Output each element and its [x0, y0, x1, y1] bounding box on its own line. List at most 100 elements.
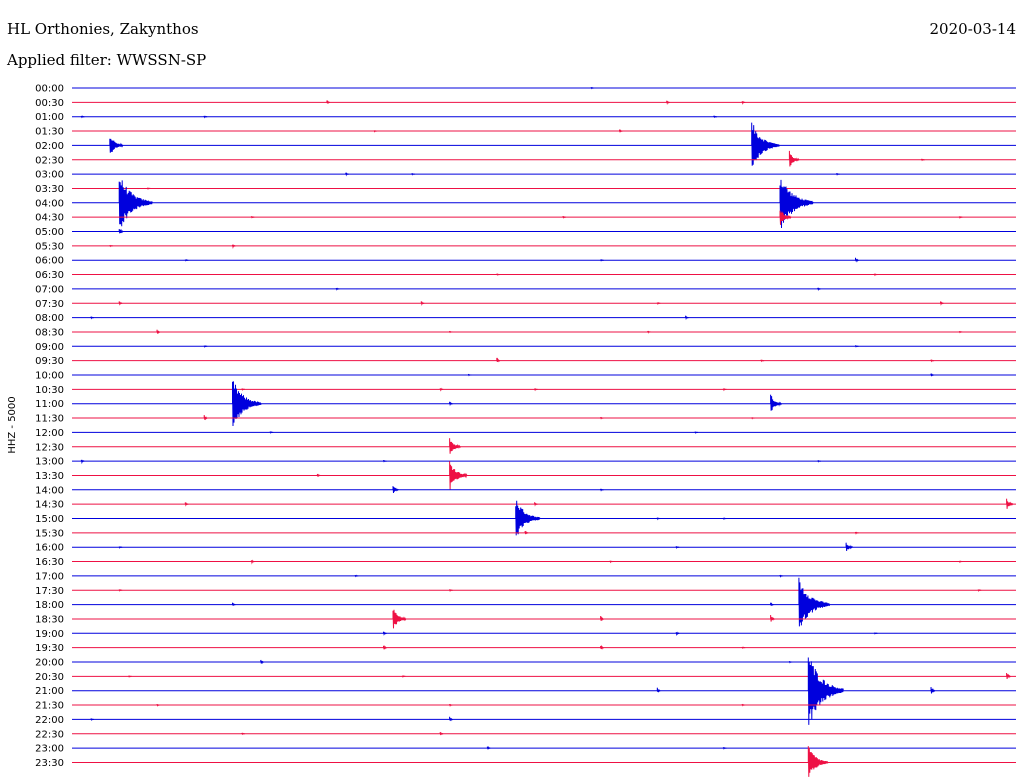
seismic-event: [958, 330, 963, 334]
seismic-event: [600, 488, 604, 492]
seismic-event: [90, 316, 94, 320]
time-tick-label: 08:00: [35, 313, 64, 324]
time-tick-label: 16:30: [35, 557, 64, 568]
seismic-event: [449, 716, 453, 722]
seismic-event: [449, 589, 453, 592]
seismic-event: [118, 228, 124, 234]
seismic-event: [439, 732, 444, 736]
seismic-event: [269, 431, 274, 434]
seismic-event: [203, 415, 208, 421]
time-tick-label: 17:30: [35, 586, 64, 597]
seismic-event: [260, 659, 265, 665]
seismic-event: [109, 244, 113, 248]
seismic-event: [741, 703, 746, 707]
time-tick-label: 04:30: [35, 213, 64, 224]
seismic-event: [770, 394, 783, 411]
time-tick-label: 05:00: [35, 227, 64, 238]
time-tick-label: 22:30: [35, 729, 64, 740]
seismic-event: [930, 359, 935, 363]
time-tick-label: 14:00: [35, 485, 64, 496]
time-tick-label: 07:00: [35, 284, 64, 295]
seismic-event: [156, 703, 161, 707]
time-tick-label: 03:00: [35, 170, 64, 181]
seismic-event: [335, 287, 340, 291]
time-tick-label: 11:30: [35, 414, 64, 425]
seismic-event: [788, 150, 800, 167]
date-label: 2020-03-14: [929, 20, 1016, 38]
seismic-event: [685, 315, 689, 321]
time-tick-label: 01:00: [35, 112, 64, 123]
time-tick-label: 18:00: [35, 600, 64, 611]
seismic-event: [921, 158, 925, 162]
time-tick-label: 13:30: [35, 471, 64, 482]
seismic-event: [439, 387, 444, 392]
time-tick-label: 23:00: [35, 744, 64, 755]
time-tick-label: 04:00: [35, 198, 64, 209]
seismic-event: [345, 172, 349, 177]
seismic-event: [354, 574, 359, 578]
seismic-event: [722, 517, 727, 521]
seismic-event: [118, 301, 123, 306]
seismic-event: [534, 388, 538, 392]
seismic-event: [486, 745, 491, 750]
seismic-event: [241, 732, 245, 736]
time-tick-label: 20:30: [35, 672, 64, 683]
seismic-event: [232, 381, 262, 427]
seismic-event: [656, 517, 661, 521]
seismic-event: [496, 357, 501, 363]
time-tick-label: 01:30: [35, 127, 64, 138]
seismic-event: [940, 301, 944, 306]
seismic-event: [770, 602, 774, 607]
seismic-event: [109, 138, 124, 153]
seismic-event: [958, 560, 963, 564]
seismic-event: [241, 388, 245, 391]
seismic-event: [836, 173, 840, 176]
seismic-event: [647, 330, 651, 334]
seismic-event: [770, 615, 775, 622]
seismic-event: [873, 273, 878, 277]
seismic-event: [741, 100, 746, 105]
station-title: HL Orthonies, Zakynthos: [7, 20, 199, 38]
seismic-event: [373, 130, 378, 133]
time-tick-label: 15:00: [35, 514, 64, 525]
seismic-event: [392, 609, 407, 629]
seismic-event: [562, 215, 566, 219]
filter-label: Applied filter: WWSSN-SP: [7, 51, 207, 69]
time-tick-label: 19:30: [35, 643, 64, 654]
time-tick-label: 06:00: [35, 256, 64, 267]
seismic-event: [524, 530, 529, 535]
seismic-event: [411, 173, 415, 176]
seismic-event: [779, 574, 784, 578]
time-tick-label: 17:00: [35, 571, 64, 582]
seismic-event: [656, 302, 661, 305]
time-tick-label: 22:00: [35, 715, 64, 726]
seismic-event: [449, 703, 453, 707]
seismic-event: [600, 616, 604, 621]
time-tick-label: 23:30: [35, 758, 64, 769]
time-tick-label: 21:00: [35, 686, 64, 697]
seismic-event: [807, 746, 829, 777]
time-tick-label: 15:30: [35, 528, 64, 539]
seismic-event: [845, 542, 854, 551]
time-tick-label: 12:00: [35, 428, 64, 439]
seismic-event: [855, 257, 859, 263]
trace-rows: 00:00 00:30 01:00 01:30 02:00 02:30 03:00 03:30…: [35, 84, 1016, 777]
seismic-event: [666, 100, 670, 105]
seismic-event: [751, 122, 780, 166]
seismic-event: [128, 675, 132, 678]
seismic-event: [600, 259, 604, 262]
seismic-event: [316, 473, 321, 477]
seismic-event: [675, 631, 680, 637]
seismic-event: [760, 359, 765, 363]
seismic-event: [817, 460, 821, 463]
seismic-event: [383, 631, 387, 636]
seismic-event: [250, 216, 255, 219]
seismic-event: [449, 401, 453, 407]
seismic-event: [156, 329, 161, 334]
seismic-event: [184, 258, 189, 262]
seismic-event: [930, 687, 936, 694]
seismic-event: [694, 431, 699, 434]
seismic-event: [420, 301, 425, 307]
time-tick-label: 02:30: [35, 155, 64, 166]
